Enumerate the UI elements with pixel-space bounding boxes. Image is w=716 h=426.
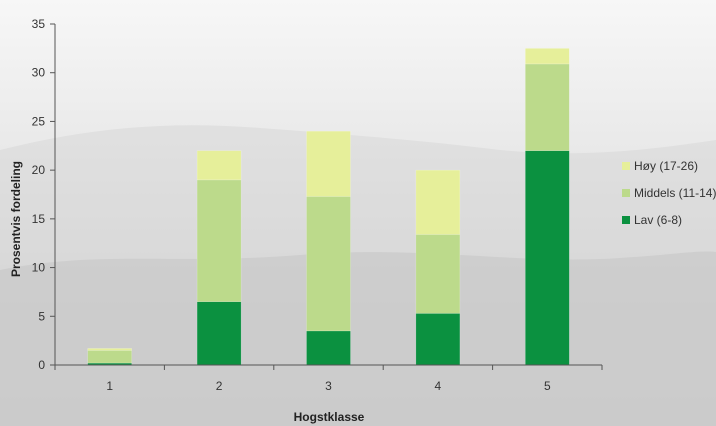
- bar-segment: [525, 48, 570, 65]
- x-tick-label: 5: [544, 379, 551, 393]
- bars: [87, 48, 570, 366]
- legend-label: Høy (17-26): [634, 159, 698, 173]
- y-axis-title: Prosentvis fordeling: [9, 161, 23, 277]
- bar-segment: [306, 130, 351, 197]
- bar-segment: [196, 301, 242, 366]
- bar-segment: [415, 313, 461, 366]
- x-tick-label: 3: [325, 379, 332, 393]
- bar-segment: [87, 350, 132, 364]
- bar-segment: [525, 150, 570, 366]
- y-tick-label: 20: [32, 163, 46, 177]
- bar-segment: [306, 196, 351, 332]
- y-tick-label: 35: [32, 17, 46, 31]
- x-tick-label: 2: [216, 379, 223, 393]
- y-tick-label: 30: [32, 66, 46, 80]
- bar-segment: [415, 169, 461, 235]
- y-tick-label: 0: [38, 358, 45, 372]
- legend-label: Lav (6-8): [634, 213, 682, 227]
- bar-segment: [525, 63, 570, 151]
- bar-segment: [196, 150, 242, 181]
- y-axis-ticks: 0 5 10 15 20 25 30 35: [32, 17, 55, 372]
- legend: Høy (17-26) Middels (11-14) Lav (6-8): [622, 159, 716, 227]
- bar-segment: [87, 348, 132, 351]
- bar-segment: [415, 234, 461, 314]
- x-axis-title: Hogstklasse: [294, 410, 365, 424]
- legend-swatch: [622, 189, 630, 197]
- y-tick-label: 15: [32, 212, 46, 226]
- legend-label: Middels (11-14): [634, 186, 716, 200]
- y-tick-label: 10: [32, 261, 46, 275]
- bar-segment: [196, 179, 242, 302]
- x-tick-label: 1: [106, 379, 113, 393]
- y-tick-label: 25: [32, 114, 46, 128]
- legend-swatch: [622, 216, 630, 224]
- legend-swatch: [622, 162, 630, 170]
- x-axis-ticks: 1 2 3 4 5: [54, 365, 603, 393]
- x-tick-label: 4: [435, 379, 442, 393]
- bar-segment: [306, 330, 351, 366]
- background-forest: [0, 251, 716, 426]
- y-tick-label: 5: [38, 309, 45, 323]
